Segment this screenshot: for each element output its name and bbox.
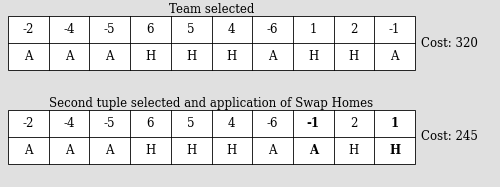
Text: A: A [24,144,32,157]
Text: A: A [308,144,318,157]
Text: 5: 5 [188,117,195,130]
Text: H: H [389,144,400,157]
Text: Second tuple selected and application of Swap Homes: Second tuple selected and application of… [50,97,374,110]
Text: -4: -4 [64,117,75,130]
Bar [8,110,415,164]
Text: -1: -1 [307,117,320,130]
Text: -4: -4 [64,23,75,36]
Text: A: A [106,144,114,157]
Text: 5: 5 [188,23,195,36]
Text: H: H [186,144,196,157]
Text: -6: -6 [267,117,278,130]
Text: 4: 4 [228,117,235,130]
Text: 2: 2 [350,23,358,36]
Text: H: H [226,144,237,157]
Text: A: A [24,50,32,63]
Text: -2: -2 [22,117,34,130]
Text: 1: 1 [390,117,398,130]
Text: A: A [268,144,277,157]
Text: A: A [390,50,399,63]
Text: A: A [65,144,74,157]
Bar [8,16,415,70]
Text: H: H [146,144,156,157]
Text: Team selected: Team selected [169,3,254,16]
Text: 6: 6 [146,23,154,36]
Text: -1: -1 [389,23,400,36]
Text: H: H [226,50,237,63]
Text: H: H [308,50,318,63]
Text: -5: -5 [104,117,116,130]
Text: 6: 6 [146,117,154,130]
Text: -5: -5 [104,23,116,36]
Text: 2: 2 [350,117,358,130]
Text: Cost: 245: Cost: 245 [421,131,478,143]
Text: H: H [349,50,359,63]
Text: -6: -6 [267,23,278,36]
Text: H: H [186,50,196,63]
Text: A: A [65,50,74,63]
Text: -2: -2 [22,23,34,36]
Text: H: H [349,144,359,157]
Text: A: A [106,50,114,63]
Text: A: A [268,50,277,63]
Text: 1: 1 [310,23,317,36]
Text: 4: 4 [228,23,235,36]
Text: H: H [146,50,156,63]
Text: Cost: 320: Cost: 320 [421,36,478,50]
